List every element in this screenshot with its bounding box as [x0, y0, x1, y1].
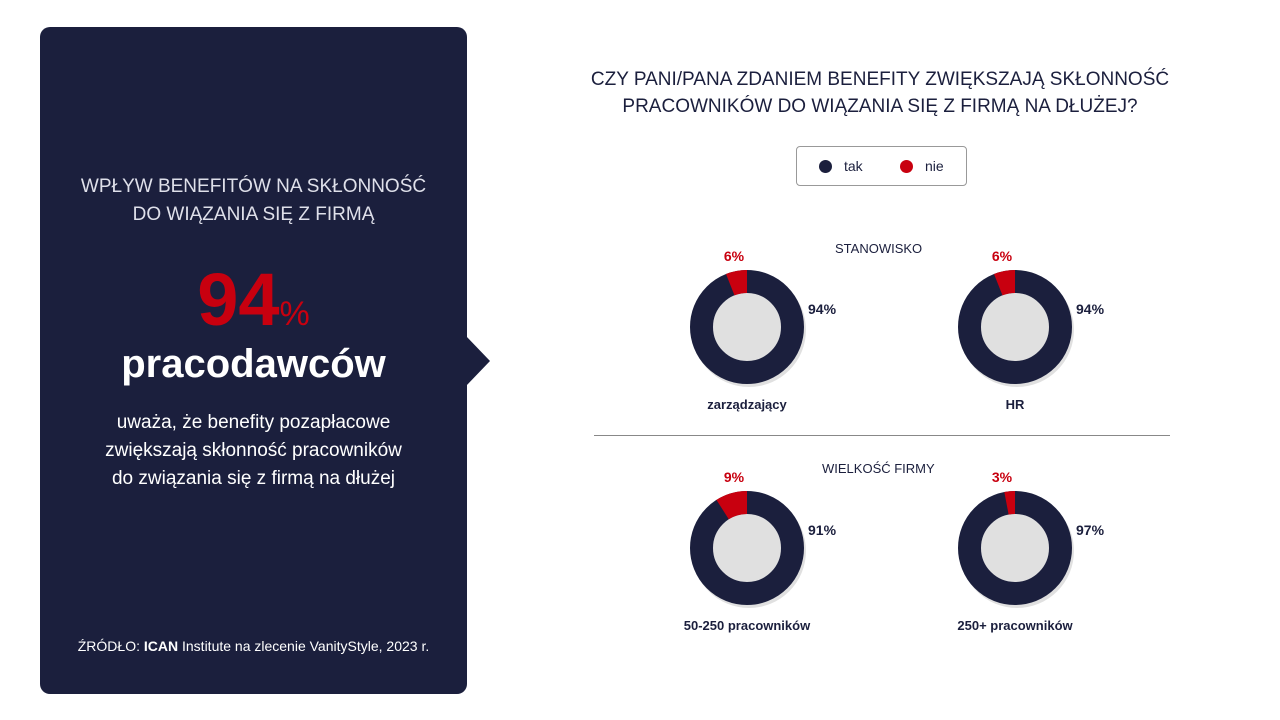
label-nie: 9%: [724, 469, 745, 485]
chart-title-line: PRACOWNIKÓW DO WIĄZANIA SIĘ Z FIRMĄ NA D…: [622, 96, 1138, 117]
section-title: STANOWISKO: [835, 241, 923, 256]
panel-title: WPŁYW BENEFITÓW NA SKŁONNOŚĆ DO WIĄZANIA …: [40, 173, 467, 229]
category-label: 250+ pracowników: [957, 618, 1073, 633]
legend-dot: [900, 160, 913, 173]
donut-slice-nie: [716, 491, 747, 520]
label-tak: 94%: [1076, 301, 1105, 317]
source-rest: Institute na zlecenie VanityStyle, 2023 …: [178, 638, 430, 654]
category-label: HR: [1006, 397, 1025, 412]
source-label: ŹRÓDŁO:: [77, 638, 140, 654]
desc-line: zwiększają skłonność pracowników: [105, 440, 402, 461]
source-bold: ICAN: [143, 638, 179, 654]
big-pct: %: [279, 295, 310, 333]
description: uważa, że benefity pozapłacowe zwiększają…: [40, 409, 467, 493]
chart-title: CZY PANI/PANA ZDANIEM BENEFITY ZWIĘKSZAJ…: [500, 66, 1260, 120]
panel-title-line: WPŁYW BENEFITÓW NA SKŁONNOŚĆ: [80, 176, 427, 197]
desc-line: uważa, że benefity pozapłacowe: [116, 412, 391, 433]
summary-panel: WPŁYW BENEFITÓW NA SKŁONNOŚĆ DO WIĄZANIA …: [40, 27, 467, 694]
legend-dot: [819, 160, 832, 173]
label-nie: 6%: [724, 248, 745, 264]
label-nie: 6%: [992, 248, 1013, 264]
big-value: 94: [197, 258, 280, 341]
source: ŹRÓDŁO: ICAN Institute na zlecenie Vanit…: [40, 638, 467, 654]
donut-slice-nie: [994, 270, 1015, 296]
label-tak: 91%: [808, 522, 837, 538]
legend-label: tak: [844, 158, 863, 174]
donut-slice-nie: [726, 270, 747, 296]
panel-title-line: DO WIĄZANIA SIĘ Z FIRMĄ: [132, 204, 375, 225]
section-title: WIELKOŚĆ FIRMY: [822, 461, 935, 476]
desc-line: do związania się z firmą na dłużej: [111, 468, 396, 489]
donut-slice-nie: [1004, 491, 1015, 515]
subject: pracodawców: [121, 342, 386, 386]
label-nie: 3%: [992, 469, 1013, 485]
big-stat: 94%: [40, 263, 467, 351]
panel-arrow: [466, 336, 490, 386]
legend-item-nie: nie: [900, 158, 944, 174]
legend: tak nie: [796, 146, 967, 186]
label-tak: 97%: [1076, 522, 1105, 538]
category-label: 50-250 pracowników: [684, 618, 811, 633]
category-label: zarządzający: [707, 397, 787, 412]
divider: [594, 435, 1170, 436]
label-tak: 94%: [808, 301, 837, 317]
legend-label: nie: [925, 158, 944, 174]
legend-item-tak: tak: [819, 158, 863, 174]
chart-title-line: CZY PANI/PANA ZDANIEM BENEFITY ZWIĘKSZAJ…: [590, 69, 1170, 90]
